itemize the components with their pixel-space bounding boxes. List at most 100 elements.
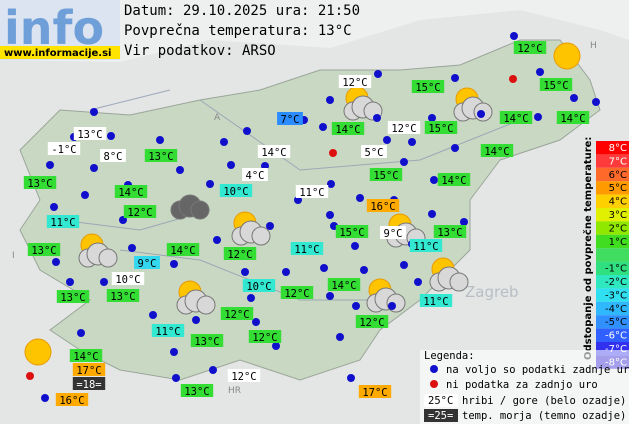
station-dot bbox=[50, 203, 58, 211]
scale-cell bbox=[596, 288, 629, 302]
temp-badge bbox=[248, 330, 282, 343]
temp-label: 14°C bbox=[560, 113, 585, 125]
temp-label: 14°C bbox=[331, 280, 356, 292]
temp-badge bbox=[219, 184, 253, 197]
country-label: I bbox=[12, 251, 15, 261]
scale-label: -7°C bbox=[605, 344, 627, 355]
station-dot bbox=[243, 127, 251, 135]
temp-label: 13°C bbox=[27, 178, 52, 190]
scale-title: Odstopanje od povprečne temperature: bbox=[582, 137, 594, 360]
scale-cell bbox=[596, 141, 629, 155]
temp-badge bbox=[242, 279, 276, 292]
station-dot bbox=[247, 294, 255, 302]
temp-label: 8°C bbox=[104, 151, 123, 163]
city-label: Zagreb bbox=[465, 283, 519, 301]
station-dot bbox=[536, 68, 544, 76]
station-dot bbox=[592, 98, 600, 106]
station-dot bbox=[408, 138, 416, 146]
legend-title: Legenda: bbox=[424, 350, 475, 362]
temp-badge bbox=[433, 225, 467, 238]
temp-badge bbox=[380, 226, 406, 239]
station-dot bbox=[41, 394, 49, 402]
temp-label: 10°C bbox=[115, 274, 140, 286]
temp-badge bbox=[327, 278, 361, 291]
temp-label: 11°C bbox=[294, 244, 319, 256]
station-dot bbox=[241, 268, 249, 276]
station-dot bbox=[170, 260, 178, 268]
temp-badge bbox=[513, 41, 547, 54]
temp-badge bbox=[424, 121, 458, 134]
temp-label: 15°C bbox=[543, 80, 568, 92]
temp-label: 5°C bbox=[365, 147, 384, 159]
scale-cell bbox=[596, 208, 629, 222]
scale-cell bbox=[596, 301, 629, 316]
station-dot bbox=[66, 278, 74, 286]
scale-label: 3°C bbox=[609, 210, 627, 221]
temp-label: 12°C bbox=[517, 43, 542, 55]
station-dot bbox=[326, 292, 334, 300]
station-dot bbox=[170, 348, 178, 356]
temp-label: 14°C bbox=[118, 187, 143, 199]
scale-cell bbox=[596, 328, 629, 342]
temp-badge bbox=[280, 286, 314, 299]
temp-badge bbox=[23, 176, 57, 189]
temp-label: 10°C bbox=[246, 281, 271, 293]
station-dot bbox=[326, 96, 334, 104]
temp-badge bbox=[387, 121, 421, 134]
station-dot bbox=[460, 218, 468, 226]
legend-text: hribi / gore (belo ozadje) bbox=[462, 395, 626, 407]
temp-label: 12°C bbox=[127, 207, 152, 219]
temp-label: 12°C bbox=[359, 317, 384, 329]
station-dot bbox=[336, 333, 344, 341]
temp-badge bbox=[499, 111, 533, 124]
temp-label: 4°C bbox=[246, 170, 265, 182]
station-dot bbox=[282, 268, 290, 276]
station-dot bbox=[373, 114, 381, 122]
temp-label: 13°C bbox=[31, 245, 56, 257]
temp-badge bbox=[123, 205, 157, 218]
temp-label: 7°C bbox=[281, 114, 300, 126]
temp-badge bbox=[290, 242, 324, 255]
temp-badge bbox=[69, 349, 103, 362]
scale-cell bbox=[596, 181, 629, 195]
source: Vir podatkov: ARSO bbox=[124, 43, 276, 59]
temp-label: 12°C bbox=[391, 123, 416, 135]
temp-badge bbox=[47, 142, 81, 155]
temp-label: 13°C bbox=[194, 336, 219, 348]
legend-sample: 25°C bbox=[428, 395, 453, 407]
temp-label: 13°C bbox=[148, 151, 173, 163]
temp-badge bbox=[151, 324, 185, 337]
country-label: A bbox=[214, 113, 221, 123]
sun-icon bbox=[553, 42, 581, 70]
station-dot bbox=[400, 261, 408, 269]
station-dot bbox=[430, 176, 438, 184]
station-dot bbox=[227, 161, 235, 169]
station-dot bbox=[81, 191, 89, 199]
station-dot bbox=[400, 158, 408, 166]
temp-badge bbox=[111, 272, 145, 285]
station-dot bbox=[360, 266, 368, 274]
average-temp: Povprečna temperatura: 13°C bbox=[124, 23, 352, 39]
scale-label: 6°C bbox=[609, 170, 627, 181]
temp-label: 9°C bbox=[138, 258, 157, 270]
scale-label: -5°C bbox=[605, 317, 627, 328]
missing-dot bbox=[509, 75, 517, 83]
temp-label: 14°C bbox=[484, 146, 509, 158]
temp-label: 12°C bbox=[224, 309, 249, 321]
station-dot bbox=[206, 180, 214, 188]
temp-label: 14°C bbox=[261, 147, 286, 159]
scale-label: 1°C bbox=[609, 237, 627, 248]
logo-url: www.informacije.si bbox=[4, 48, 112, 59]
logo: info www.informacije.si bbox=[0, 0, 120, 60]
scale-label: -4°C bbox=[605, 304, 627, 315]
scale-cell bbox=[596, 167, 629, 182]
temp-label: 12°C bbox=[342, 77, 367, 89]
scale-cell bbox=[596, 261, 629, 275]
scale-cell bbox=[596, 234, 629, 249]
legend: Legenda: na voljo so podatki zadnje ure … bbox=[420, 350, 629, 424]
temp-label: 15°C bbox=[373, 170, 398, 182]
scale-cell bbox=[596, 315, 629, 329]
station-dot bbox=[252, 318, 260, 326]
temp-badge bbox=[46, 215, 80, 228]
